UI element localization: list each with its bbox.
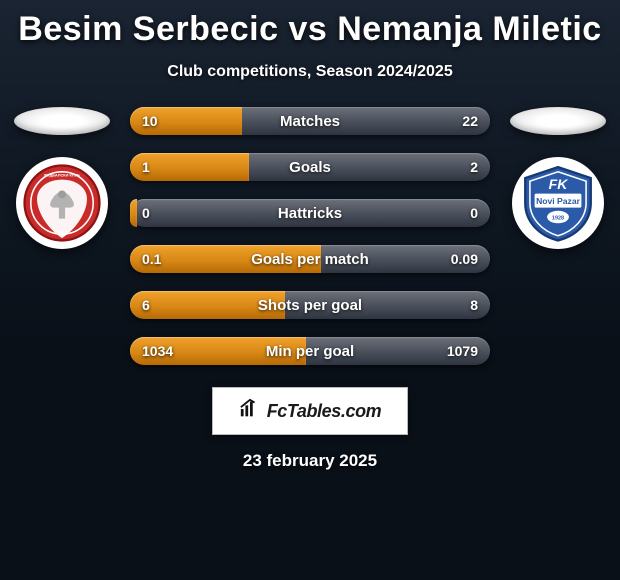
stat-bar: 10 Matches 22	[130, 107, 490, 135]
stat-label: Matches	[280, 113, 340, 130]
brand-watermark: FcTables.com	[212, 387, 408, 435]
radnicki-crest-icon: ФУДБАЛСКИ КЛУБ 1923	[23, 164, 101, 242]
left-player-column: ФУДБАЛСКИ КЛУБ 1923	[8, 107, 116, 249]
svg-text:ФУДБАЛСКИ КЛУБ: ФУДБАЛСКИ КЛУБ	[44, 172, 80, 177]
stat-label: Shots per goal	[258, 297, 362, 314]
stat-right-value: 8	[470, 297, 478, 313]
brand-label: FcTables.com	[267, 401, 382, 422]
brand-chart-icon	[239, 398, 261, 425]
stat-label: Goals	[289, 159, 331, 176]
page-title: Besim Serbecic vs Nemanja Miletic	[18, 10, 601, 49]
stat-bar: 0.1 Goals per match 0.09	[130, 245, 490, 273]
svg-text:1923: 1923	[57, 230, 68, 235]
svg-text:Novi Pazar: Novi Pazar	[536, 196, 581, 206]
stat-bar-fill	[130, 199, 137, 227]
stat-label: Hattricks	[278, 205, 342, 222]
stat-bars: 10 Matches 22 1 Goals 2 0 Hattricks 0 0.1 Goals pe…	[130, 107, 490, 365]
stat-left-value: 1034	[142, 343, 173, 359]
stat-right-value: 22	[462, 113, 478, 129]
stat-right-value: 1079	[447, 343, 478, 359]
stat-bar: 1034 Min per goal 1079	[130, 337, 490, 365]
stat-left-value: 0	[142, 205, 150, 221]
stat-left-value: 10	[142, 113, 158, 129]
right-player-column: FK Novi Pazar 1928	[504, 107, 612, 249]
stat-left-value: 0.1	[142, 251, 161, 267]
stat-right-value: 2	[470, 159, 478, 175]
stat-label: Goals per match	[251, 251, 369, 268]
stat-bar: 0 Hattricks 0	[130, 199, 490, 227]
left-club-badge: ФУДБАЛСКИ КЛУБ 1923	[16, 157, 108, 249]
right-country-flag	[510, 107, 606, 135]
stats-wrap: ФУДБАЛСКИ КЛУБ 1923 10 Matches 22 1 Goals 2 0 H…	[0, 107, 620, 365]
stat-right-value: 0.09	[451, 251, 478, 267]
stat-bar: 6 Shots per goal 8	[130, 291, 490, 319]
date-label: 23 february 2025	[243, 451, 377, 471]
novi-pazar-crest-icon: FK Novi Pazar 1928	[519, 164, 597, 242]
subtitle: Club competitions, Season 2024/2025	[167, 63, 452, 81]
stat-label: Min per goal	[266, 343, 354, 360]
svg-text:FK: FK	[549, 176, 569, 192]
svg-text:1928: 1928	[552, 215, 564, 221]
left-country-flag	[14, 107, 110, 135]
comparison-card: Besim Serbecic vs Nemanja Miletic Club c…	[0, 0, 620, 580]
right-club-badge: FK Novi Pazar 1928	[512, 157, 604, 249]
stat-left-value: 1	[142, 159, 150, 175]
stat-right-value: 0	[470, 205, 478, 221]
stat-left-value: 6	[142, 297, 150, 313]
stat-bar: 1 Goals 2	[130, 153, 490, 181]
